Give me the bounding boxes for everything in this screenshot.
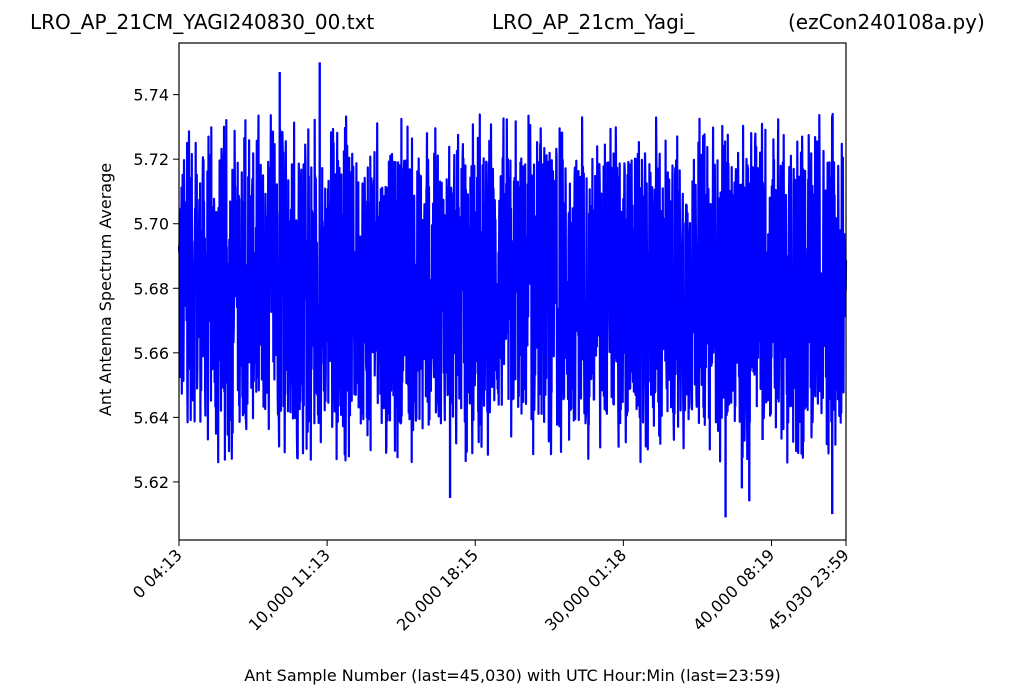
y-tick-label: 5.72 xyxy=(133,150,169,169)
y-tick-label: 5.74 xyxy=(133,86,169,105)
plot-frame xyxy=(178,42,847,541)
x-tick-label: 0 04:13 xyxy=(129,545,186,602)
y-tick-label: 5.62 xyxy=(133,473,169,492)
antenna-average-series xyxy=(177,62,848,518)
y-tick-label: 5.64 xyxy=(133,408,169,427)
chart-title-filename: LRO_AP_21CM_YAGI240830_00.txt xyxy=(30,10,375,34)
x-axis-ticks: 0 04:13 10,000 11:13 20,000 18:15 30,000 01… xyxy=(129,540,853,635)
chart-title-station: LRO_AP_21cm_Yagi_ xyxy=(492,10,695,34)
y-tick-label: 5.66 xyxy=(133,344,169,363)
x-axis-label: Ant Sample Number (last=45,030) with UTC… xyxy=(244,666,781,685)
chart-title-program: (ezCon240108a.py) xyxy=(788,10,985,34)
y-tick-label: 5.70 xyxy=(133,215,169,234)
series-line xyxy=(177,112,848,464)
x-tick-label: 20,000 18:15 xyxy=(393,545,482,634)
x-tick-label: 30,000 01:18 xyxy=(541,545,630,634)
y-axis-label: Ant Antenna Spectrum Average xyxy=(96,163,115,416)
x-tick-label: 10,000 11:13 xyxy=(245,545,334,634)
y-tick-label: 5.68 xyxy=(133,279,169,298)
y-axis-ticks: 5.62 5.64 5.66 5.68 5.70 5.72 5.74 xyxy=(133,86,179,492)
